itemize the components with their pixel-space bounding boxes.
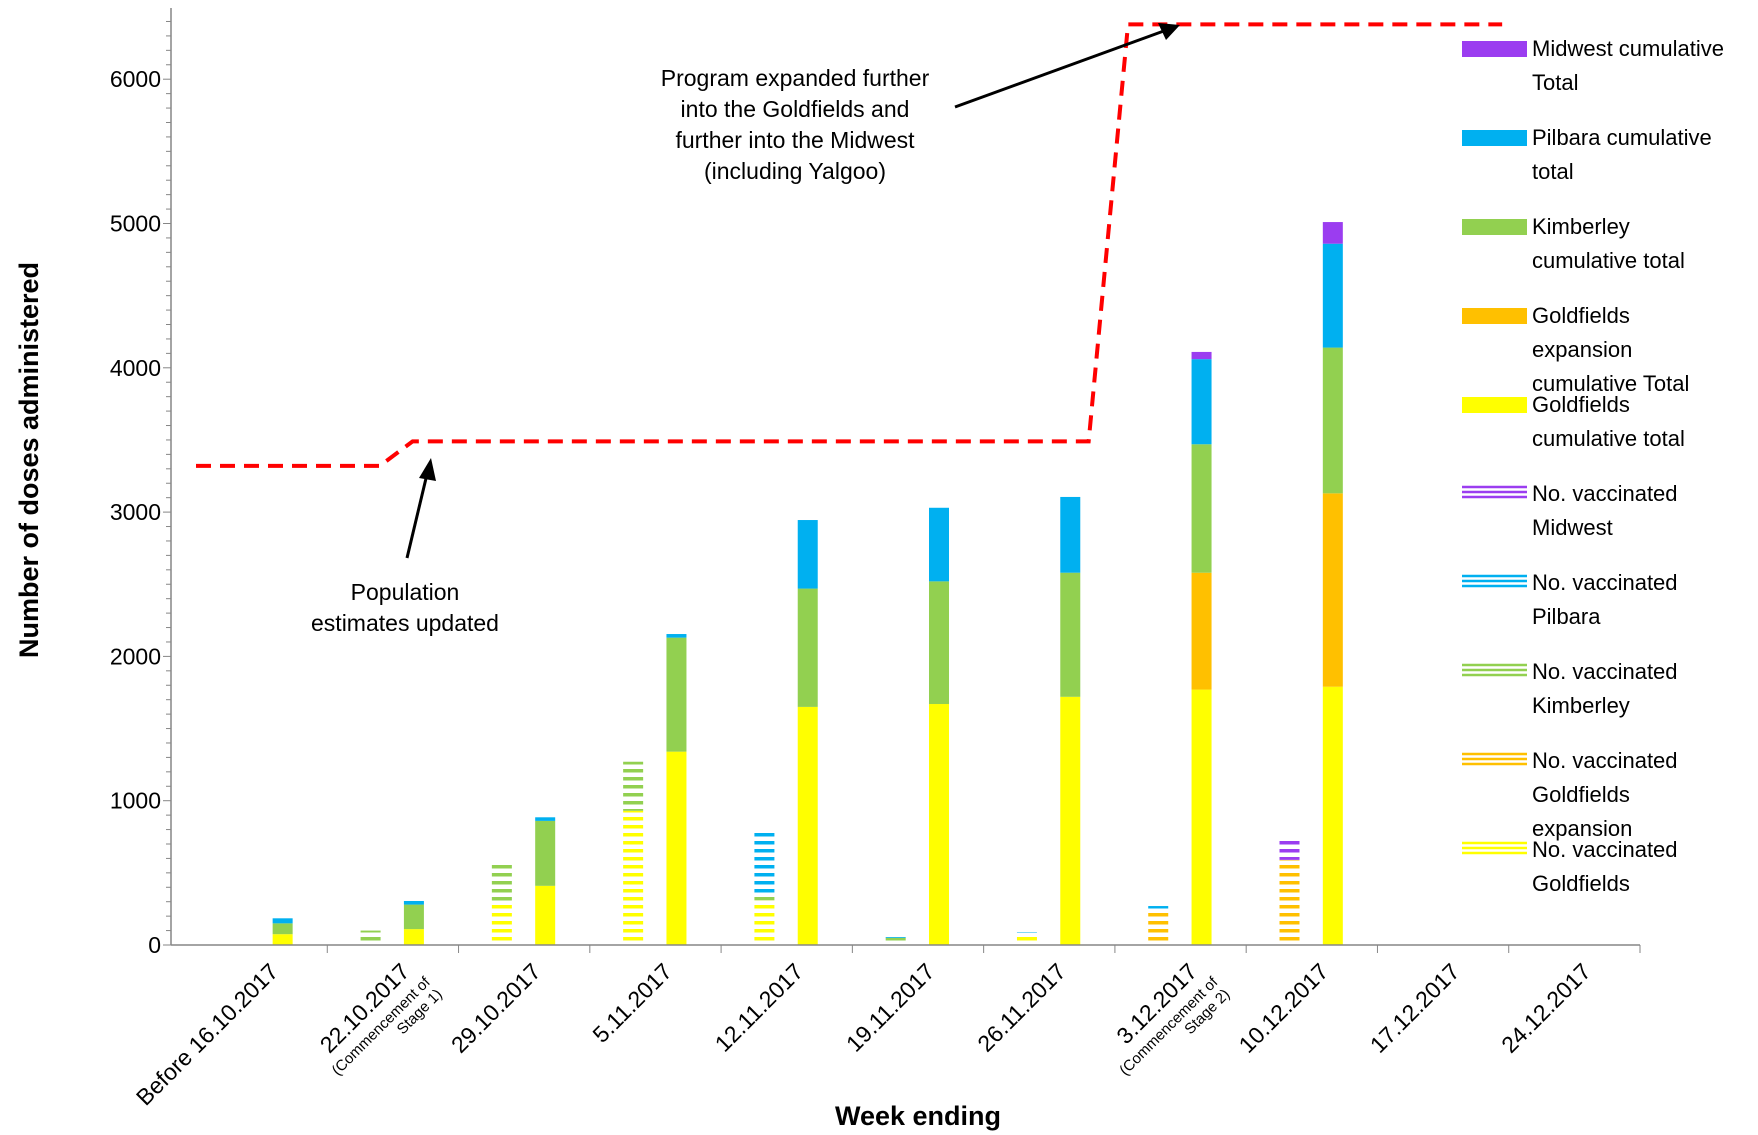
x-tick-label: 26.11.2017 [972, 958, 1071, 1057]
bar-cumulative-0-kimberley-cumulative-total [272, 923, 293, 935]
y-tick-label: 5000 [110, 211, 161, 237]
bar-cumulative-1-pilbara-cumulative-total [403, 900, 424, 905]
annotation-arrow-population-estimates [405, 469, 430, 559]
x-tick-label: 29.10.2017 [446, 958, 546, 1058]
bar-cumulative-2-pilbara-cumulative-total [535, 817, 556, 821]
bar-cumulative-2-goldfields-cumulative-total [535, 885, 556, 945]
y-tick-label: 3000 [110, 499, 161, 525]
annotations: Program expanded further into the Goldfie… [311, 23, 1180, 636]
bar-weekly-7-no-vaccinated-pilbara [1148, 906, 1169, 911]
legend-label-no-vaccinated-goldfields-expansion: No. vaccinated Goldfields expansion [1532, 748, 1678, 841]
annotation-arrowhead-program-expanded [1158, 23, 1180, 40]
bar-cumulative-2-kimberley-cumulative-total [535, 820, 556, 886]
bar-cumulative-7-goldfields-cumulative-total [1191, 689, 1212, 945]
legend-swatch-no-vaccinated-kimberley [1462, 663, 1527, 677]
legend-label-no-vaccinated-pilbara: No. vaccinated Pilbara [1532, 570, 1678, 629]
x-tick-label: 10.12.2017 [1234, 958, 1334, 1058]
x-tick-label: 19.11.2017 [841, 958, 940, 1057]
bar-cumulative-1-goldfields-cumulative-total [403, 929, 424, 945]
bar-cumulative-5-goldfields-cumulative-total [929, 704, 950, 945]
bar-weekly-4-no-vaccinated-kimberley [754, 895, 775, 901]
legend-swatch-no-vaccinated-midwest [1462, 485, 1527, 499]
bar-weekly-5-no-vaccinated-goldfields [885, 942, 906, 945]
legend-swatch-midwest-cumulative-total [1462, 41, 1527, 57]
bar-cumulative-7-midwest-cumulative-total [1191, 351, 1212, 360]
legend-swatch-no-vaccinated-goldfields-expansion [1462, 752, 1527, 766]
bar-cumulative-5-pilbara-cumulative-total [929, 507, 950, 582]
legend-label-kimberley-cumulative-total: Kimberley cumulative total [1532, 214, 1685, 273]
bar-weekly-5-no-vaccinated-pilbara [885, 936, 906, 938]
bar-weekly-6-no-vaccinated-pilbara [1016, 932, 1037, 934]
legend: Midwest cumulative Total Pilbara cumulativ… [1462, 36, 1724, 896]
x-tick-label: 5.11.2017 [587, 958, 677, 1048]
y-axis-title: Number of doses administered [14, 262, 44, 658]
bar-weekly-2-no-vaccinated-kimberley [491, 861, 512, 904]
annotation-arrowhead-population-estimates [419, 458, 436, 481]
bar-weekly-2-no-vaccinated-goldfields [491, 903, 512, 945]
bar-cumulative-7-pilbara-cumulative-total [1191, 359, 1212, 445]
bar-cumulative-5-kimberley-cumulative-total [929, 581, 950, 705]
legend-swatch-no-vaccinated-goldfields [1462, 841, 1527, 855]
bar-cumulative-1-kimberley-cumulative-total [403, 904, 424, 930]
annotation-program-expanded: Program expanded further into the Goldfie… [661, 65, 930, 184]
bar-cumulative-4-kimberley-cumulative-total [797, 588, 818, 707]
bar-weekly-8-no-vaccinated-midwest [1279, 838, 1300, 860]
y-tick-label: 0 [148, 932, 161, 958]
legend-label-goldfields-cumulative-total: Goldfields cumulative total [1532, 392, 1685, 451]
bar-cumulative-3-goldfields-cumulative-total [666, 751, 687, 945]
bar-cumulative-6-goldfields-cumulative-total [1060, 696, 1081, 945]
bar-weekly-4-no-vaccinated-pilbara [754, 831, 775, 896]
legend-label-no-vaccinated-goldfields: No. vaccinated Goldfields [1532, 837, 1678, 896]
bar-cumulative-0-pilbara-cumulative-total [272, 918, 293, 924]
bar-cumulative-8-goldfields-cumulative-total [1322, 686, 1343, 945]
bar-cumulative-8-kimberley-cumulative-total [1322, 347, 1343, 494]
bar-weekly-3-no-vaccinated-kimberley [623, 761, 644, 811]
x-tick-label: 24.12.2017 [1496, 958, 1596, 1058]
bar-weekly-5-no-vaccinated-kimberley [885, 937, 906, 943]
y-tick-label: 4000 [110, 355, 161, 381]
y-tick-label: 2000 [110, 643, 161, 669]
legend-swatch-pilbara-cumulative-total [1462, 130, 1527, 146]
legend-swatch-no-vaccinated-pilbara [1462, 574, 1527, 588]
bar-cumulative-0-goldfields-cumulative-total [272, 934, 293, 945]
legend-label-pilbara-cumulative-total: Pilbara cumulative total [1532, 125, 1712, 184]
x-axis-title: Week ending [835, 1101, 1001, 1131]
bar-cumulative-6-pilbara-cumulative-total [1060, 496, 1081, 573]
bar-weekly-7-no-vaccinated-goldfields-expansion [1148, 910, 1169, 945]
bar-cumulative-4-pilbara-cumulative-total [797, 520, 818, 589]
legend-swatch-goldfields-cumulative-total [1462, 397, 1527, 413]
legend-label-goldfields-expansion-cumulative-total: Goldfields expansion cumulative Total [1532, 303, 1689, 396]
plot-area [196, 22, 1503, 945]
y-tick-label: 1000 [110, 788, 161, 814]
bar-weekly-1-no-vaccinated-kimberley [360, 930, 381, 941]
bar-weekly-8-no-vaccinated-goldfields-expansion [1279, 859, 1300, 945]
bar-cumulative-4-goldfields-cumulative-total [797, 706, 818, 945]
bar-cumulative-8-goldfields-expansion-cumulative-total [1322, 493, 1343, 687]
x-tick-label: 17.12.2017 [1365, 958, 1465, 1058]
target-line [196, 22, 1503, 468]
annotation-population-estimates: Population estimates updated [311, 579, 499, 636]
bar-weekly-1-no-vaccinated-goldfields [360, 940, 381, 945]
bar-cumulative-7-goldfields-expansion-cumulative-total [1191, 572, 1212, 690]
bar-cumulative-3-pilbara-cumulative-total [666, 634, 687, 638]
x-tick-label: Before 16.10.2017 [131, 958, 283, 1110]
bar-weekly-6-no-vaccinated-goldfields [1016, 933, 1037, 945]
legend-label-no-vaccinated-kimberley: No. vaccinated Kimberley [1532, 659, 1678, 718]
bar-cumulative-6-kimberley-cumulative-total [1060, 572, 1081, 697]
legend-swatch-goldfields-expansion-cumulative-total [1462, 308, 1527, 324]
legend-label-midwest-cumulative-total: Midwest cumulative Total [1532, 36, 1724, 95]
y-tick-label: 6000 [110, 66, 161, 92]
bar-cumulative-8-midwest-cumulative-total [1322, 222, 1343, 244]
bar-cumulative-8-pilbara-cumulative-total [1322, 243, 1343, 348]
legend-swatch-kimberley-cumulative-total [1462, 219, 1527, 235]
bar-cumulative-7-kimberley-cumulative-total [1191, 444, 1212, 573]
annotation-arrow-program-expanded [954, 26, 1173, 109]
bar-weekly-3-no-vaccinated-goldfields [623, 810, 644, 945]
bar-weekly-4-no-vaccinated-goldfields [754, 900, 775, 945]
bar-cumulative-3-kimberley-cumulative-total [666, 637, 687, 752]
x-tick-label: 12.11.2017 [710, 958, 809, 1057]
legend-label-no-vaccinated-midwest: No. vaccinated Midwest [1532, 481, 1678, 540]
